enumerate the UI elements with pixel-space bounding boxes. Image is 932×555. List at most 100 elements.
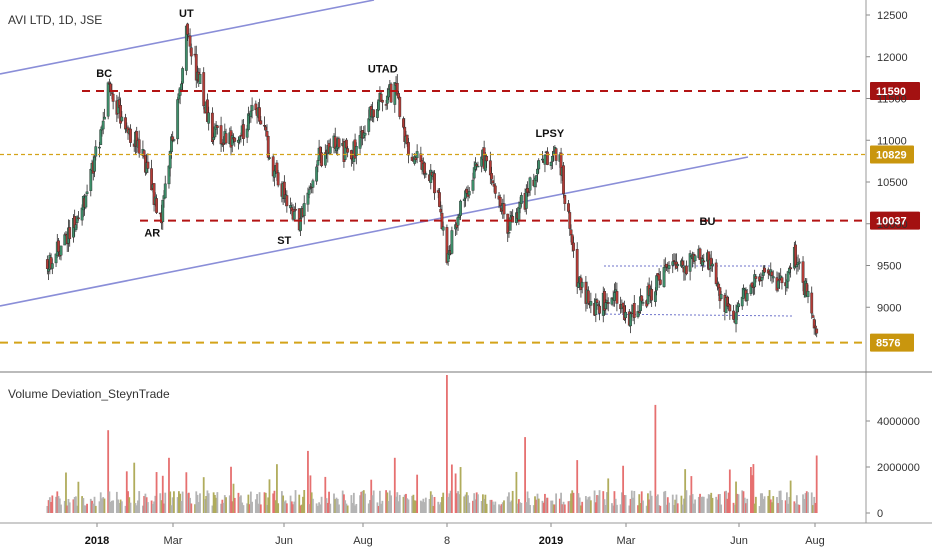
candle-body [188, 35, 192, 47]
candle-body [85, 191, 89, 195]
volume-bar [778, 490, 781, 513]
volume-bar [367, 503, 370, 513]
volume-bar [463, 496, 466, 513]
volume-bar [380, 503, 383, 513]
price-levels [0, 81, 920, 352]
volume-bar [684, 469, 687, 513]
volume-bar [457, 491, 459, 513]
volume-bar [393, 457, 396, 513]
volume-bar [169, 491, 172, 513]
candle-body [568, 212, 572, 229]
volume-bar [603, 499, 606, 513]
volume-bar [352, 492, 355, 513]
candle-body [569, 229, 573, 235]
candle-body [806, 290, 810, 297]
volume-bar [494, 501, 497, 513]
volume-bar [794, 503, 797, 513]
volume-bar [814, 502, 817, 513]
candle-body [445, 227, 449, 263]
volume-bar [179, 493, 182, 513]
volume-bar [633, 490, 636, 513]
candle-body [519, 195, 523, 204]
volume-bar [293, 501, 296, 513]
candle-body [268, 157, 271, 159]
volume-bar [76, 505, 79, 513]
candle-body [237, 139, 240, 143]
volume-bar [65, 472, 67, 513]
volume-bar [614, 498, 617, 513]
volume-bar [377, 505, 380, 513]
volume-bar [759, 493, 762, 513]
volume-bar [640, 491, 643, 513]
volume-bar [282, 495, 285, 513]
volume-bar [498, 504, 500, 513]
volume-bar [362, 490, 365, 513]
price-tick-label: 12000 [877, 52, 908, 64]
volume-bar [758, 506, 761, 513]
volume-bar [421, 501, 423, 513]
volume-bar [272, 493, 275, 513]
candle-body [424, 173, 428, 175]
volume-bar [568, 500, 571, 513]
volume-bar [767, 495, 770, 513]
volume-bar [431, 494, 433, 513]
volume-bar [360, 491, 363, 513]
volume-bar [802, 494, 804, 513]
volume-bar [474, 499, 477, 513]
candle-body [776, 280, 780, 289]
volume-bar [189, 497, 191, 513]
candle-body [507, 231, 511, 234]
volume-bar [338, 504, 340, 513]
volume-bar [649, 490, 652, 513]
price-tick-label: 11500 [877, 94, 907, 106]
volume-bar [73, 496, 76, 513]
candle-body [780, 277, 784, 284]
volume-bar [161, 475, 164, 513]
volume-bar [707, 494, 710, 513]
volume-bar [638, 494, 641, 513]
volume-bar [75, 496, 77, 513]
candle-body [441, 226, 445, 231]
volume-bar [108, 491, 111, 513]
volume-bar [376, 502, 379, 513]
candle-body [650, 289, 654, 301]
volume-bar [815, 455, 818, 513]
volume-bar [395, 496, 397, 513]
candle-body [493, 185, 497, 194]
range-bottom-line [593, 313, 793, 317]
volume-bar [642, 500, 644, 513]
volume-tick-label: 2000000 [877, 462, 920, 474]
volume-bar [715, 496, 718, 513]
volume-bar [519, 502, 522, 513]
candle-body [693, 255, 697, 262]
volume-bar [454, 473, 457, 513]
volume-bar [772, 496, 775, 513]
price-tick-label: 11000 [877, 135, 907, 147]
volume-bar [691, 494, 694, 513]
volume-bar [387, 501, 390, 513]
volume-bar [534, 496, 536, 513]
volume-bar [607, 478, 610, 513]
candle-body [534, 175, 538, 181]
volume-bar [117, 499, 119, 513]
candle-body [245, 128, 249, 138]
volume-bar [786, 492, 788, 513]
candle-body [517, 206, 521, 221]
volume-bar [212, 492, 215, 513]
volume-bar [350, 495, 353, 513]
volume-bar [733, 504, 736, 513]
candle-body [732, 310, 735, 320]
volume-bar [572, 492, 575, 513]
candle-body [306, 192, 310, 205]
volume-bar [429, 491, 432, 513]
volume-bar [726, 498, 729, 513]
candle-body [439, 208, 443, 213]
volume-bar [51, 495, 54, 513]
volume-bar [346, 505, 349, 513]
volume-bar [303, 490, 306, 513]
candle-body [316, 160, 320, 166]
candle-body [760, 277, 764, 281]
volume-bar [66, 505, 69, 513]
